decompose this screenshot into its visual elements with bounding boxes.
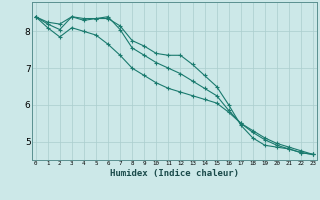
X-axis label: Humidex (Indice chaleur): Humidex (Indice chaleur) [110,169,239,178]
